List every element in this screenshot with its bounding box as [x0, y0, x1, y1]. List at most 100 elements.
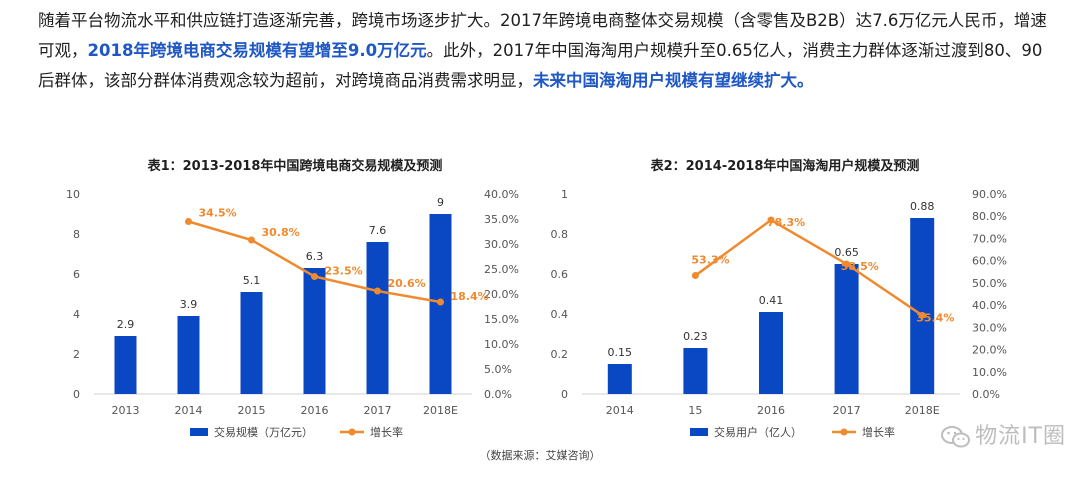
- y-left-tick-label: 2: [73, 348, 80, 361]
- y-right-tick-label: 35.0%: [484, 213, 519, 226]
- bar-value-label: 3.9: [180, 298, 198, 311]
- chart-title: 表2：2014-2018年中国海淘用户规模及预测: [650, 158, 920, 174]
- intro-paragraph: 随着平台物流水平和供应链打造逐渐完善，跨境市场逐步扩大。2017年跨境电商整体交…: [38, 6, 1048, 96]
- y-right-tick-label: 40.0%: [972, 299, 1007, 312]
- growth-rate-label: 53.3%: [691, 254, 729, 267]
- growth-rate-point: [311, 273, 318, 280]
- y-right-tick-label: 80.0%: [972, 210, 1007, 223]
- legend-swatch-bar: [190, 428, 208, 436]
- y-right-tick-label: 90.0%: [972, 188, 1007, 201]
- growth-rate-point: [374, 287, 381, 295]
- y-right-tick-label: 20.0%: [484, 288, 519, 301]
- watermark-text: 物流IT圈: [975, 424, 1066, 449]
- y-right-tick-label: 30.0%: [972, 321, 1007, 334]
- bar-value-label: 0.88: [910, 200, 935, 213]
- x-tick-label: 2013: [112, 404, 140, 417]
- intro-text-1: 随着平台物流水平和供应链打造逐渐完善，跨境市场逐步扩大。2017年跨境电商整体交…: [38, 11, 1047, 60]
- x-tick-label: 2017: [364, 404, 392, 417]
- y-right-tick-label: 0.0%: [484, 388, 512, 401]
- bar-value-label: 6.3: [306, 250, 324, 263]
- bar-value-label: 5.1: [243, 274, 261, 287]
- x-tick-label: 2016: [757, 404, 785, 417]
- bar-value-label: 0.15: [608, 346, 633, 359]
- bar: [910, 218, 935, 394]
- growth-rate-point: [185, 218, 192, 225]
- bar-value-label: 0.41: [759, 294, 784, 307]
- x-tick-label: 2018E: [905, 404, 940, 417]
- data-source-note: （数据来源：艾媒咨询）: [479, 449, 601, 462]
- y-right-tick-label: 30.0%: [484, 238, 519, 251]
- y-left-tick-label: 0.6: [551, 268, 569, 281]
- x-tick-label: 15: [688, 404, 702, 417]
- growth-rate-point: [248, 236, 255, 244]
- y-left-tick-label: 0: [561, 388, 568, 401]
- growth-rate-label: 23.5%: [325, 265, 363, 278]
- y-right-tick-label: 40.0%: [484, 188, 519, 201]
- chart-title: 表1：2013-2018年中国跨境电商交易规模及预测: [147, 158, 443, 174]
- bar: [114, 336, 137, 394]
- y-left-tick-label: 0.8: [551, 228, 569, 241]
- bar: [683, 348, 708, 394]
- y-right-tick-label: 70.0%: [972, 232, 1007, 245]
- growth-rate-label: 20.6%: [388, 277, 426, 290]
- bar-value-label: 7.6: [369, 224, 387, 237]
- x-tick-label: 2014: [175, 404, 203, 417]
- bar-value-label: 9: [437, 196, 444, 209]
- y-right-tick-label: 25.0%: [484, 263, 519, 276]
- growth-rate-label: 34.5%: [199, 207, 237, 220]
- bar: [834, 264, 859, 394]
- y-right-tick-label: 10.0%: [484, 338, 519, 351]
- bar-value-label: 0.23: [683, 330, 708, 343]
- y-left-tick-label: 0.4: [551, 308, 569, 321]
- x-tick-label: 2014: [606, 404, 634, 417]
- growth-rate-point: [767, 216, 775, 224]
- x-tick-label: 2016: [301, 404, 329, 417]
- y-left-tick-label: 0: [73, 388, 80, 401]
- growth-rate-label: 18.4%: [451, 290, 489, 303]
- growth-rate-label: 78.3%: [767, 216, 805, 229]
- y-right-tick-label: 20.0%: [972, 344, 1007, 357]
- growth-rate-point: [437, 298, 444, 306]
- bar-value-label: 0.65: [834, 246, 859, 259]
- bar: [240, 292, 263, 394]
- x-tick-label: 2015: [238, 404, 266, 417]
- intro-text-2: 。此外，2017年中国海淘用户规模升至0.65亿人，消费主力群体逐渐过渡到80、…: [38, 41, 1043, 90]
- y-right-tick-label: 50.0%: [972, 277, 1007, 290]
- y-left-tick-label: 0.2: [551, 348, 569, 361]
- growth-rate-point: [691, 272, 699, 280]
- bar: [366, 242, 389, 394]
- bar: [759, 312, 783, 394]
- bar: [607, 364, 632, 394]
- y-right-tick-label: 0.0%: [972, 388, 1000, 401]
- growth-rate-label: 35.4%: [916, 311, 954, 324]
- legend-label-bar: 交易规模（万亿元）: [214, 425, 313, 439]
- bar-value-label: 2.9: [117, 318, 135, 331]
- y-left-tick-label: 1: [561, 188, 568, 201]
- chart-haitao-users: 表2：2014-2018年中国海淘用户规模及预测00.20.40.60.810.…: [551, 158, 1007, 439]
- y-right-tick-label: 5.0%: [484, 363, 512, 376]
- growth-rate-point: [918, 311, 926, 319]
- growth-rate-point: [843, 260, 851, 268]
- y-left-tick-label: 10: [66, 188, 80, 201]
- y-left-tick-label: 6: [73, 268, 80, 281]
- y-left-tick-label: 8: [73, 228, 80, 241]
- y-right-tick-label: 60.0%: [972, 255, 1007, 268]
- y-right-tick-label: 10.0%: [972, 366, 1007, 379]
- legend-label-line: 增长率: [370, 425, 403, 439]
- growth-rate-line: [694, 218, 923, 317]
- bar: [177, 316, 200, 394]
- growth-rate-label: 30.8%: [262, 226, 300, 239]
- wechat-icon: [941, 426, 971, 448]
- legend-swatch-marker: [840, 428, 848, 436]
- growth-rate-label: 58.5%: [841, 260, 879, 273]
- legend-swatch-bar: [690, 428, 708, 436]
- legend-label-bar: 交易用户（亿人）: [714, 425, 802, 439]
- legend-swatch-marker: [348, 428, 356, 436]
- y-right-tick-label: 15.0%: [484, 313, 519, 326]
- bar: [303, 268, 326, 394]
- y-left-tick-label: 4: [73, 308, 80, 321]
- watermark: 物流IT圈: [941, 418, 1066, 450]
- chart-cross-border-ecommerce: 表1：2013-2018年中国跨境电商交易规模及预测 0 2 4 6 8 10 0.0% 5.0…: [66, 158, 519, 439]
- x-tick-label: 2018E: [423, 404, 458, 417]
- intro-highlight-1: 2018年跨境电商交易规模有望增至9.0万亿元: [87, 41, 427, 60]
